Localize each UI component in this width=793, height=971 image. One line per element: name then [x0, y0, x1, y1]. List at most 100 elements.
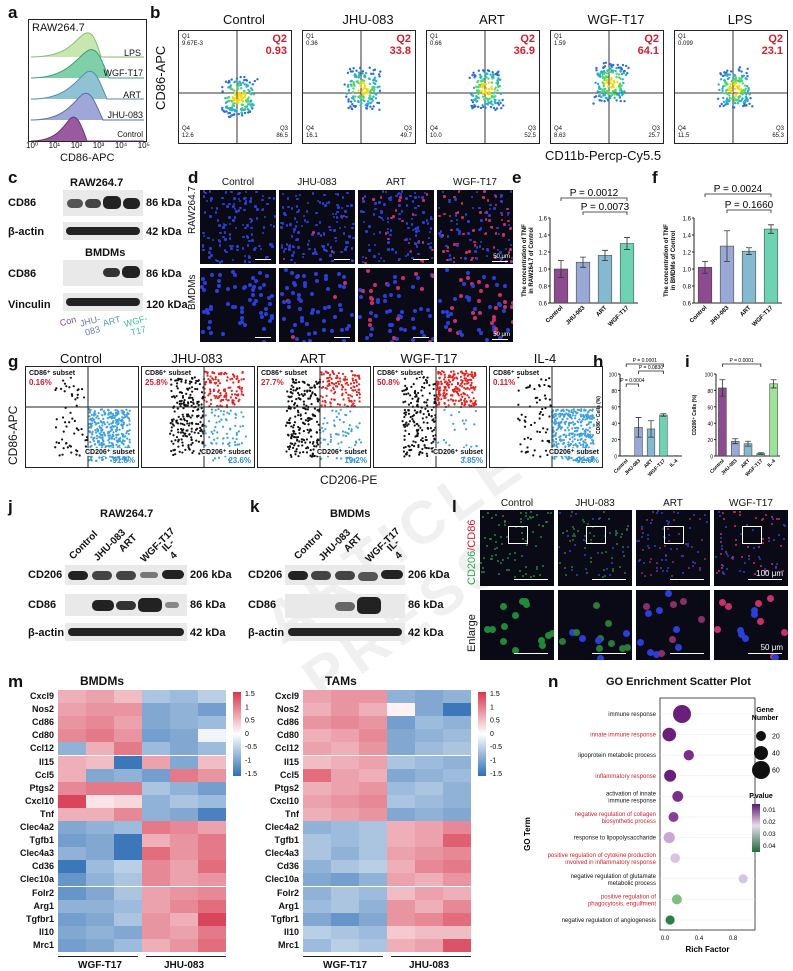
flow-event [613, 93, 615, 95]
heatmap-cell [415, 939, 443, 952]
legend-label: 0.04 [763, 843, 776, 850]
gene-label: Ccl5 [4, 770, 54, 780]
flow-event [421, 437, 423, 439]
flow-event [742, 75, 744, 77]
cell-nucleus [443, 195, 446, 198]
heatmap-cell [58, 729, 86, 742]
cell-nucleus [459, 294, 463, 298]
flow-event [123, 423, 125, 425]
cell [765, 514, 767, 516]
cell-nucleus [337, 206, 340, 209]
cell [603, 569, 605, 571]
cd206-subset-value: 19.2% [344, 456, 367, 465]
cell [720, 553, 722, 555]
lane-label: Con [59, 314, 80, 338]
flow-event [241, 107, 243, 109]
cell-nucleus [319, 258, 322, 261]
cell [494, 534, 496, 536]
cell [781, 629, 788, 636]
flow-event [333, 424, 335, 426]
cell-nucleus [471, 284, 475, 288]
flow-event [249, 81, 251, 83]
blot-row-label: β-actin [28, 627, 64, 639]
flow-event [568, 456, 570, 458]
flow-event [331, 410, 333, 412]
heatmap-cell [331, 795, 359, 808]
colorbar-tick: 1 [245, 704, 249, 711]
cell-nucleus [346, 205, 349, 208]
heatmap-cell [198, 729, 226, 742]
cell-nucleus [479, 211, 482, 214]
cell-nucleus [368, 225, 371, 228]
flow-event [612, 90, 614, 92]
heatmap-cell [359, 756, 387, 769]
blot-strip [63, 222, 143, 240]
flow-event [345, 414, 347, 416]
flow-event [578, 442, 580, 444]
heatmap-cell [303, 860, 331, 873]
flow-event [574, 427, 576, 429]
flow-event [230, 84, 232, 86]
heatmap-cell [114, 795, 142, 808]
cell-nucleus [486, 255, 489, 258]
flow-event [181, 451, 183, 453]
cell-nucleus [248, 261, 251, 264]
flow-event [739, 66, 741, 68]
flow-event [460, 376, 462, 378]
flow-event [327, 384, 329, 386]
cell-nucleus [248, 298, 252, 302]
heatmap-cell [86, 834, 114, 847]
flow-event [94, 411, 96, 413]
flow-event [229, 387, 231, 389]
cell [501, 623, 508, 630]
flow-event [425, 439, 427, 441]
cell-nucleus [251, 239, 254, 242]
flow-event [421, 429, 423, 431]
flow-event [225, 398, 227, 400]
flow-event [77, 394, 79, 396]
flow-event [541, 440, 543, 442]
flow-event [722, 105, 724, 107]
flow-event [581, 420, 583, 422]
flow-event [294, 453, 296, 455]
flow-event [602, 67, 604, 69]
cell-nucleus [293, 251, 296, 254]
go-point [666, 915, 675, 924]
heatmap-cell [86, 769, 114, 782]
flow-event [497, 85, 499, 87]
heatmap-cell [303, 887, 331, 900]
heatmap-cell [142, 782, 170, 795]
flow-event [307, 384, 309, 386]
cell-nucleus [296, 198, 299, 201]
flow-event [719, 72, 721, 74]
flow-event [186, 413, 188, 415]
flow-event [71, 418, 73, 420]
cell-nucleus [479, 289, 483, 293]
cell [673, 626, 680, 633]
flow-event [485, 87, 487, 89]
flow-event [619, 95, 621, 97]
cell [726, 553, 728, 555]
heatmap-cell [114, 913, 142, 926]
flow-event [494, 102, 496, 104]
cell-nucleus [319, 221, 322, 224]
flow-event [232, 373, 234, 375]
cell-nucleus [254, 205, 257, 208]
cell-nucleus [320, 234, 323, 237]
colorbar-tick: -1 [245, 758, 251, 765]
heatmap-cell [415, 834, 443, 847]
cell [626, 529, 628, 531]
flow-event [342, 386, 344, 388]
flow-event [528, 386, 530, 388]
flow-event [572, 459, 574, 461]
cell-nucleus [204, 192, 207, 195]
cell-nucleus [316, 310, 320, 314]
flow-event [364, 85, 366, 87]
cell-nucleus [430, 242, 433, 245]
flow-event [457, 382, 459, 384]
cell [575, 513, 577, 515]
flow-event [618, 76, 620, 78]
flow-event [615, 67, 617, 69]
flow-event [84, 439, 86, 441]
